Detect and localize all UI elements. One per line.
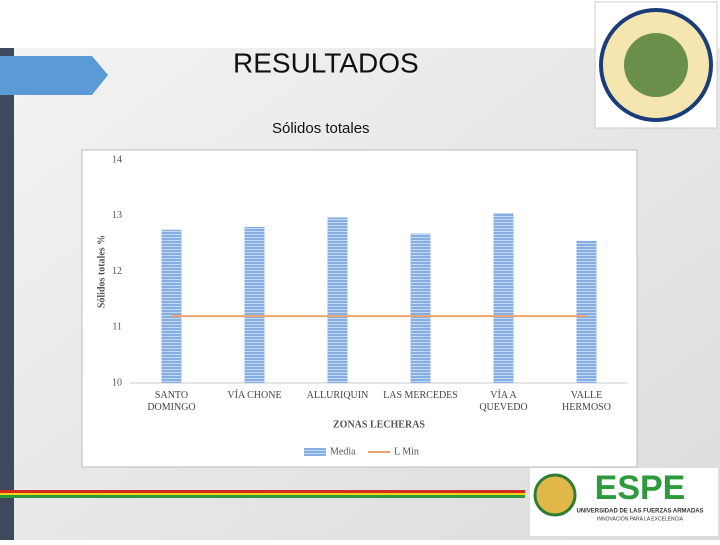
x-tick-label: VÍA CHONE [227,389,281,401]
logo-text: ESPE [595,469,686,507]
legend-label: Media [330,446,356,457]
y-tick-label: 10 [112,377,122,388]
x-axis-label: ZONAS LECHERAS [333,419,425,430]
x-tick-label: SANTO DOMINGO [147,390,195,413]
y-tick-label: 14 [112,154,122,165]
bar [161,229,182,383]
stripe-yellow [0,493,525,495]
x-tick-label: VÍA A QUEVEDO [479,389,527,413]
stripe-red [0,490,525,493]
logo-top-center [624,33,688,97]
chart: 10 11 12 13 14 SANTO DOMINGO VÍA CHONE ALLURIQUI… [96,154,628,457]
logo-bottom-shield [533,473,577,517]
legend-swatch [304,448,326,456]
bar [327,217,348,383]
x-tick-label: ALLURIQUIN [307,390,369,401]
bar [244,226,265,383]
y-tick-label: 13 [112,210,122,221]
arrow-shape [0,56,108,95]
y-tick-label: 11 [112,322,122,333]
x-tick-label: VALLE HERMOSO [562,390,611,413]
y-axis-label: Sólidos totales % [96,235,107,308]
y-tick-label: 12 [112,266,122,277]
bar [410,233,431,383]
logo-caption: UNIVERSIDAD DE LAS FUERZAS ARMADAS [576,509,703,515]
x-tick-label: LAS MERCEDES [383,390,458,401]
side-bar [0,48,14,540]
slide-subtitle: Sólidos totales [272,120,370,137]
bar [493,212,514,383]
bar [576,240,597,383]
legend-label: L Min [394,446,419,457]
logo-motto: INNOVACIÓN PARA LA EXCELENCIA [597,515,684,522]
stripe-green [0,495,525,498]
slide-title: RESULTADOS [233,47,419,78]
